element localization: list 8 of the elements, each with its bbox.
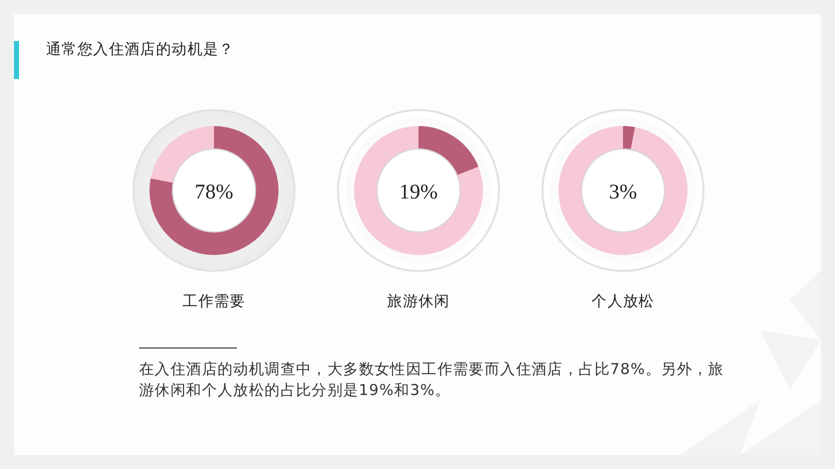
text: 旅游休闲 [387, 292, 450, 310]
text: 工作需要 [182, 292, 246, 310]
text: 在入住酒店的动机调查中，大多数女性因工作需要而入住酒店，占比78%。另外，旅游休闲和个人放松的占比分别是19%和3%。 [139, 360, 724, 399]
text: 78% [194, 180, 234, 204]
text: 通常您入住酒店的动机是？ [46, 40, 234, 58]
text: 个人放松 [592, 292, 654, 310]
text: 19% [399, 180, 438, 204]
text: 3% [609, 180, 637, 204]
